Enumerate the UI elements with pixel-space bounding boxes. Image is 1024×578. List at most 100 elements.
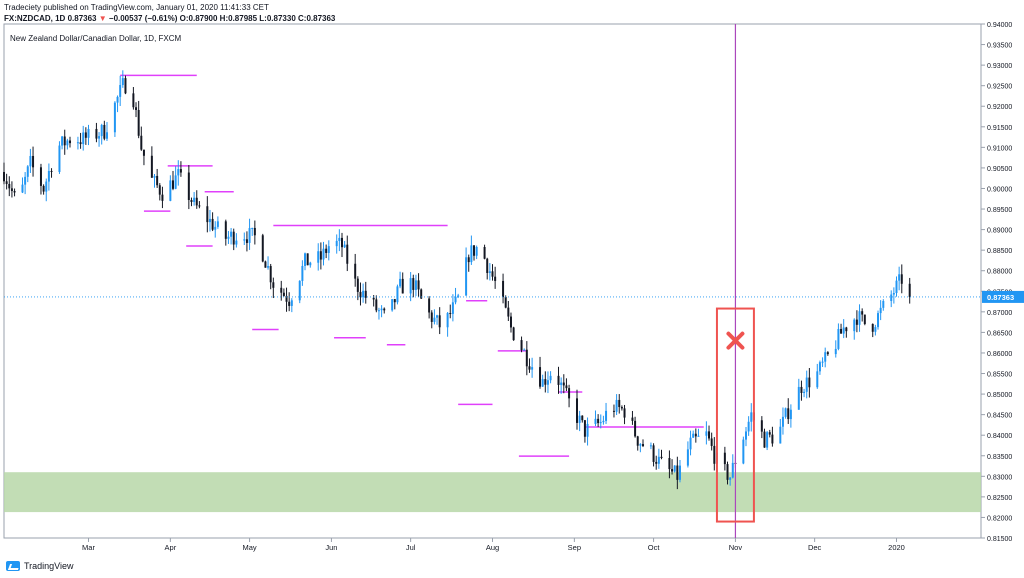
- candle[interactable]: [436, 315, 439, 318]
- candle[interactable]: [879, 307, 882, 314]
- candle[interactable]: [605, 410, 608, 421]
- candle[interactable]: [731, 462, 734, 478]
- candle[interactable]: [187, 172, 190, 200]
- candle[interactable]: [356, 278, 359, 292]
- candle[interactable]: [871, 323, 874, 332]
- candle[interactable]: [338, 237, 341, 241]
- candle[interactable]: [475, 247, 478, 256]
- candle[interactable]: [787, 408, 790, 420]
- candle[interactable]: [892, 293, 895, 295]
- candle[interactable]: [309, 262, 312, 266]
- candle[interactable]: [467, 257, 470, 263]
- candle[interactable]: [428, 298, 431, 313]
- candle[interactable]: [290, 300, 293, 306]
- candle[interactable]: [824, 352, 827, 362]
- candle[interactable]: [158, 185, 161, 195]
- candle[interactable]: [375, 299, 378, 311]
- candle[interactable]: [66, 140, 69, 146]
- candle[interactable]: [818, 362, 821, 372]
- candle[interactable]: [298, 280, 301, 301]
- candle[interactable]: [142, 149, 145, 156]
- candle[interactable]: [383, 308, 386, 311]
- candle[interactable]: [84, 132, 87, 138]
- candle[interactable]: [657, 456, 660, 464]
- candle[interactable]: [301, 265, 304, 281]
- candle[interactable]: [417, 280, 420, 290]
- candle[interactable]: [599, 422, 602, 424]
- candle[interactable]: [623, 408, 626, 418]
- candle[interactable]: [438, 315, 441, 328]
- candle[interactable]: [723, 452, 726, 465]
- candle[interactable]: [32, 155, 35, 168]
- candle[interactable]: [119, 85, 122, 97]
- candle[interactable]: [304, 253, 307, 266]
- candle[interactable]: [50, 170, 53, 172]
- candle[interactable]: [908, 283, 911, 297]
- candle[interactable]: [235, 240, 238, 245]
- candle[interactable]: [224, 221, 227, 239]
- candle[interactable]: [562, 382, 565, 386]
- candle[interactable]: [156, 175, 159, 186]
- candle[interactable]: [692, 433, 695, 438]
- candle[interactable]: [272, 282, 275, 288]
- candle[interactable]: [211, 218, 214, 230]
- candle[interactable]: [842, 327, 845, 334]
- candle[interactable]: [69, 140, 72, 144]
- candle[interactable]: [528, 366, 531, 370]
- candle[interactable]: [87, 128, 90, 138]
- candle[interactable]: [861, 311, 864, 315]
- candle[interactable]: [253, 227, 256, 236]
- candle[interactable]: [412, 278, 415, 290]
- candle[interactable]: [507, 307, 510, 317]
- candle[interactable]: [863, 314, 866, 324]
- candle[interactable]: [420, 289, 423, 299]
- candle[interactable]: [208, 218, 211, 223]
- candle[interactable]: [214, 226, 217, 230]
- candle[interactable]: [362, 290, 365, 298]
- candle[interactable]: [560, 382, 563, 385]
- candle[interactable]: [449, 313, 452, 315]
- plot-area[interactable]: [3, 23, 982, 539]
- candle[interactable]: [103, 124, 106, 139]
- candle[interactable]: [414, 280, 417, 290]
- candle[interactable]: [364, 290, 367, 298]
- candle[interactable]: [488, 271, 491, 273]
- candle[interactable]: [306, 253, 309, 266]
- candle[interactable]: [232, 231, 235, 245]
- candle[interactable]: [565, 385, 568, 389]
- candle[interactable]: [895, 280, 898, 294]
- candle[interactable]: [531, 367, 534, 370]
- candle[interactable]: [457, 295, 460, 297]
- candle[interactable]: [150, 155, 153, 178]
- candle[interactable]: [116, 96, 119, 103]
- candle[interactable]: [377, 310, 380, 312]
- candle[interactable]: [797, 386, 800, 410]
- candle[interactable]: [171, 180, 174, 189]
- candle[interactable]: [230, 231, 233, 237]
- candle[interactable]: [61, 136, 64, 146]
- candle[interactable]: [602, 420, 605, 423]
- candle[interactable]: [174, 175, 177, 189]
- candle[interactable]: [853, 319, 856, 332]
- candle[interactable]: [105, 132, 108, 139]
- candle[interactable]: [288, 301, 291, 306]
- candle[interactable]: [803, 391, 806, 393]
- candle[interactable]: [282, 292, 285, 296]
- candle[interactable]: [396, 286, 399, 303]
- candle[interactable]: [393, 299, 396, 303]
- candle[interactable]: [113, 102, 116, 133]
- candle[interactable]: [473, 245, 476, 256]
- candle[interactable]: [766, 432, 769, 448]
- candle[interactable]: [689, 437, 692, 450]
- candle[interactable]: [808, 377, 811, 388]
- candle[interactable]: [47, 170, 50, 182]
- candle[interactable]: [840, 328, 843, 334]
- candle[interactable]: [76, 142, 79, 144]
- candle[interactable]: [433, 317, 436, 322]
- candle[interactable]: [649, 445, 652, 447]
- candle[interactable]: [541, 379, 544, 387]
- candle[interactable]: [483, 247, 486, 259]
- candle[interactable]: [140, 135, 143, 150]
- candle[interactable]: [486, 258, 489, 273]
- candle[interactable]: [195, 197, 198, 206]
